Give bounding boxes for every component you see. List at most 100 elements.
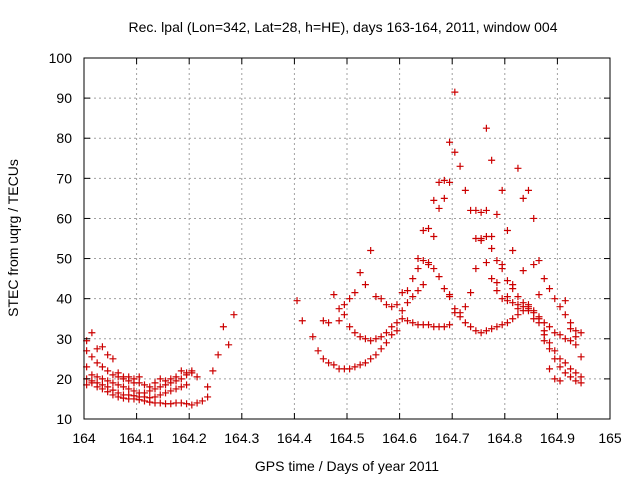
data-point bbox=[561, 311, 569, 319]
data-point bbox=[498, 295, 506, 303]
data-point bbox=[461, 186, 469, 194]
data-point bbox=[446, 138, 454, 146]
data-point bbox=[93, 345, 101, 353]
data-point bbox=[567, 337, 575, 345]
data-point bbox=[219, 323, 227, 331]
data-point bbox=[183, 400, 191, 408]
data-point bbox=[467, 323, 475, 331]
data-point bbox=[577, 379, 585, 387]
data-point bbox=[493, 210, 501, 218]
data-point bbox=[356, 269, 364, 277]
data-point bbox=[472, 265, 480, 273]
data-point bbox=[514, 311, 522, 319]
y-tick-label: 70 bbox=[56, 170, 72, 186]
data-point bbox=[482, 124, 490, 132]
data-point bbox=[88, 329, 96, 337]
data-point bbox=[351, 363, 359, 371]
grid bbox=[84, 58, 610, 419]
data-point bbox=[398, 289, 406, 297]
data-point bbox=[509, 299, 517, 307]
data-point bbox=[162, 389, 170, 397]
data-point bbox=[298, 317, 306, 325]
data-point bbox=[104, 351, 112, 359]
data-point bbox=[577, 353, 585, 361]
data-point bbox=[430, 196, 438, 204]
data-point bbox=[403, 317, 411, 325]
data-point bbox=[393, 301, 401, 309]
data-point bbox=[461, 303, 469, 311]
data-point bbox=[398, 315, 406, 323]
data-point bbox=[325, 319, 333, 327]
data-point bbox=[567, 325, 575, 333]
data-point bbox=[177, 367, 185, 375]
data-point bbox=[177, 383, 185, 391]
data-point bbox=[472, 206, 480, 214]
data-point bbox=[535, 257, 543, 265]
data-point bbox=[335, 305, 343, 313]
data-point bbox=[419, 281, 427, 289]
data-point bbox=[493, 323, 501, 331]
data-point bbox=[367, 337, 375, 345]
data-point bbox=[556, 363, 564, 371]
data-point bbox=[114, 369, 122, 377]
data-point bbox=[498, 321, 506, 329]
data-point bbox=[503, 277, 511, 285]
data-point bbox=[167, 400, 175, 408]
data-point bbox=[572, 377, 580, 385]
x-tick-label: 164.1 bbox=[119, 430, 154, 446]
data-point bbox=[225, 341, 233, 349]
data-point bbox=[551, 355, 559, 363]
data-point bbox=[546, 345, 554, 353]
data-point bbox=[572, 369, 580, 377]
data-point bbox=[361, 335, 369, 343]
data-point bbox=[567, 373, 575, 381]
data-point bbox=[209, 367, 217, 375]
x-tick-label: 164.4 bbox=[277, 430, 312, 446]
data-point bbox=[98, 363, 106, 371]
data-point bbox=[414, 255, 422, 263]
data-point bbox=[524, 305, 532, 313]
data-point bbox=[372, 351, 380, 359]
data-point bbox=[519, 303, 527, 311]
data-point bbox=[109, 386, 117, 394]
data-point bbox=[567, 319, 575, 327]
data-point bbox=[130, 387, 138, 395]
data-point bbox=[109, 355, 117, 363]
data-point bbox=[514, 301, 522, 309]
data-point bbox=[509, 247, 517, 255]
data-point bbox=[93, 359, 101, 367]
data-point bbox=[572, 333, 580, 341]
data-point bbox=[503, 319, 511, 327]
data-point bbox=[561, 297, 569, 305]
data-point bbox=[119, 383, 127, 391]
data-point bbox=[425, 224, 433, 232]
data-point bbox=[356, 361, 364, 369]
data-point bbox=[130, 375, 138, 383]
data-point bbox=[477, 329, 485, 337]
data-point bbox=[546, 285, 554, 293]
y-tick-label: 20 bbox=[56, 371, 72, 387]
data-point bbox=[382, 301, 390, 309]
data-point bbox=[514, 164, 522, 172]
data-point bbox=[503, 226, 511, 234]
y-tick-label: 80 bbox=[56, 130, 72, 146]
data-point bbox=[151, 393, 159, 401]
x-tick-label: 164 bbox=[72, 430, 96, 446]
data-point bbox=[493, 279, 501, 287]
data-point bbox=[372, 293, 380, 301]
data-point bbox=[398, 307, 406, 315]
data-point bbox=[188, 401, 196, 409]
y-axis-title: STEC from uqrg / TECUs bbox=[5, 159, 21, 317]
data-point bbox=[503, 297, 511, 305]
data-point bbox=[524, 186, 532, 194]
data-point bbox=[488, 232, 496, 240]
data-point bbox=[98, 343, 106, 351]
data-point bbox=[156, 391, 164, 399]
data-point bbox=[135, 373, 143, 381]
data-point bbox=[388, 303, 396, 311]
data-point bbox=[114, 389, 122, 397]
data-point bbox=[351, 289, 359, 297]
data-point bbox=[435, 178, 443, 186]
chart-title: Rec. lpal (Lon=342, Lat=28, h=HE), days … bbox=[129, 19, 558, 35]
